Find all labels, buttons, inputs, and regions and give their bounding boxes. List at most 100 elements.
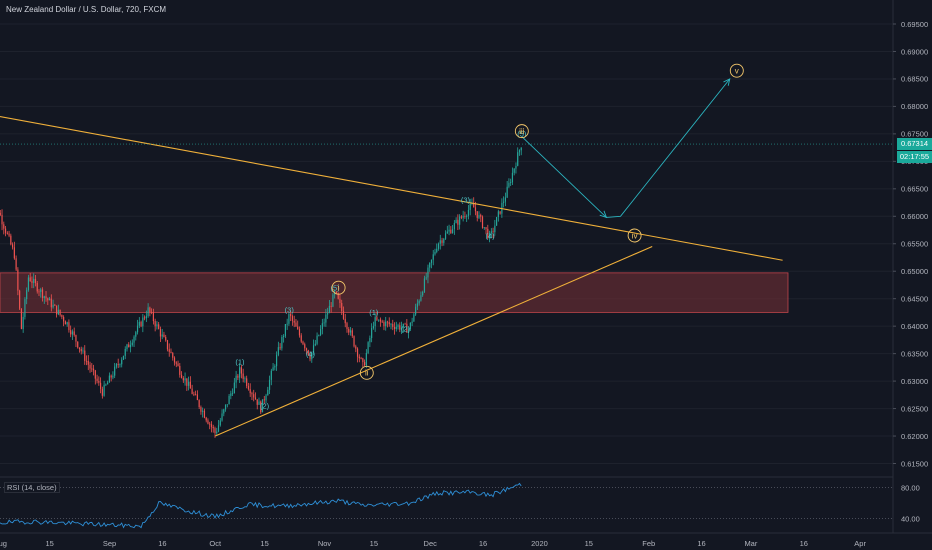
candle-body [29, 277, 31, 282]
candle-body [254, 397, 257, 400]
candle-body [133, 336, 135, 343]
candle-body [198, 400, 200, 408]
wave-label: (2) [401, 325, 411, 334]
price-tick-label: 0.68500 [901, 75, 928, 84]
candle-body [122, 355, 125, 360]
candle-body [96, 378, 98, 382]
candle-body [0, 212, 1, 215]
candle-body [406, 323, 408, 333]
candle-body [402, 323, 404, 328]
candle-body [430, 259, 433, 263]
candle-body [47, 298, 49, 301]
candle-body [425, 277, 427, 279]
candle-body [444, 233, 447, 239]
candle-body [10, 235, 12, 245]
candle-body [504, 197, 506, 202]
candle-body [19, 290, 21, 309]
wave-label: (5) [517, 130, 527, 139]
candle-body [246, 378, 248, 386]
candle-body [180, 374, 183, 378]
candle-body [392, 324, 394, 327]
candle-body [105, 384, 107, 386]
current-price-badge: 0.67314 [897, 138, 932, 150]
candle-body [26, 290, 28, 300]
price-tick-label: 0.62000 [901, 432, 928, 441]
candle-body [22, 316, 24, 329]
candle-body [242, 373, 244, 379]
candle-body [369, 338, 371, 343]
candle-body [249, 389, 251, 394]
candle-body [298, 329, 301, 336]
price-tick-label: 0.69500 [901, 20, 928, 29]
candle-body [175, 362, 177, 364]
candle-body [237, 375, 239, 378]
candle-body [312, 345, 315, 353]
candle-body [3, 224, 5, 229]
candle-body [274, 366, 276, 368]
candle-body [319, 329, 322, 335]
candle-body [219, 420, 221, 426]
candle-body [48, 298, 51, 301]
candle-body [469, 203, 471, 210]
candle-body [518, 150, 521, 153]
candle-body [193, 393, 195, 395]
candle-body [33, 278, 35, 283]
candle-body [265, 395, 267, 401]
candle-body [515, 165, 517, 169]
candle-body [261, 399, 264, 413]
time-tick-label: Dec [424, 539, 438, 548]
candle-body [240, 367, 242, 374]
candle-body [136, 325, 139, 333]
candle-body [270, 370, 272, 380]
wave-label-major: iv [632, 231, 638, 240]
candle-body [52, 304, 54, 308]
candle-body [82, 350, 84, 352]
candle-body [15, 258, 17, 270]
candle-body [480, 215, 482, 217]
candle-body [117, 364, 119, 365]
candle-body [302, 341, 304, 345]
candle-body [353, 336, 355, 347]
candle-body [291, 316, 294, 321]
candle-body [68, 322, 70, 331]
time-tick-label: Sep [103, 539, 116, 548]
candle-body [260, 401, 262, 413]
candle-body [341, 303, 343, 311]
candle-body [307, 350, 309, 356]
candle-body [474, 207, 477, 212]
candle-body [57, 309, 59, 315]
candle-body [451, 229, 454, 234]
candle-body [71, 331, 74, 335]
candle-body [363, 362, 366, 366]
wave-label: (5) [330, 283, 340, 292]
candle-body [328, 305, 330, 314]
time-tick-label: 16 [800, 539, 808, 548]
candle-body [147, 307, 149, 317]
candle-body [191, 388, 193, 394]
candle-body [293, 320, 295, 323]
candle-body [247, 385, 250, 390]
candle-body [321, 323, 323, 330]
candle-body [281, 337, 283, 349]
candle-body [73, 331, 75, 336]
candle-body [207, 420, 209, 424]
candle-body [448, 229, 450, 232]
candle-body [99, 382, 102, 389]
time-tick-label: 16 [158, 539, 166, 548]
candle-body [316, 335, 318, 344]
candle-body [154, 321, 156, 327]
rsi-label[interactable]: RSI (14, close) [4, 482, 60, 493]
candle-body [216, 431, 218, 434]
candle-body [267, 389, 269, 396]
candle-body [386, 321, 389, 323]
candle-body [371, 328, 373, 339]
candle-body [381, 321, 383, 323]
candle-body [268, 379, 271, 390]
candle-body [388, 322, 390, 325]
candle-body [110, 375, 112, 378]
candle-body [510, 182, 512, 184]
candle-body [223, 409, 225, 414]
candle-body [432, 254, 434, 260]
candle-body [476, 211, 478, 218]
